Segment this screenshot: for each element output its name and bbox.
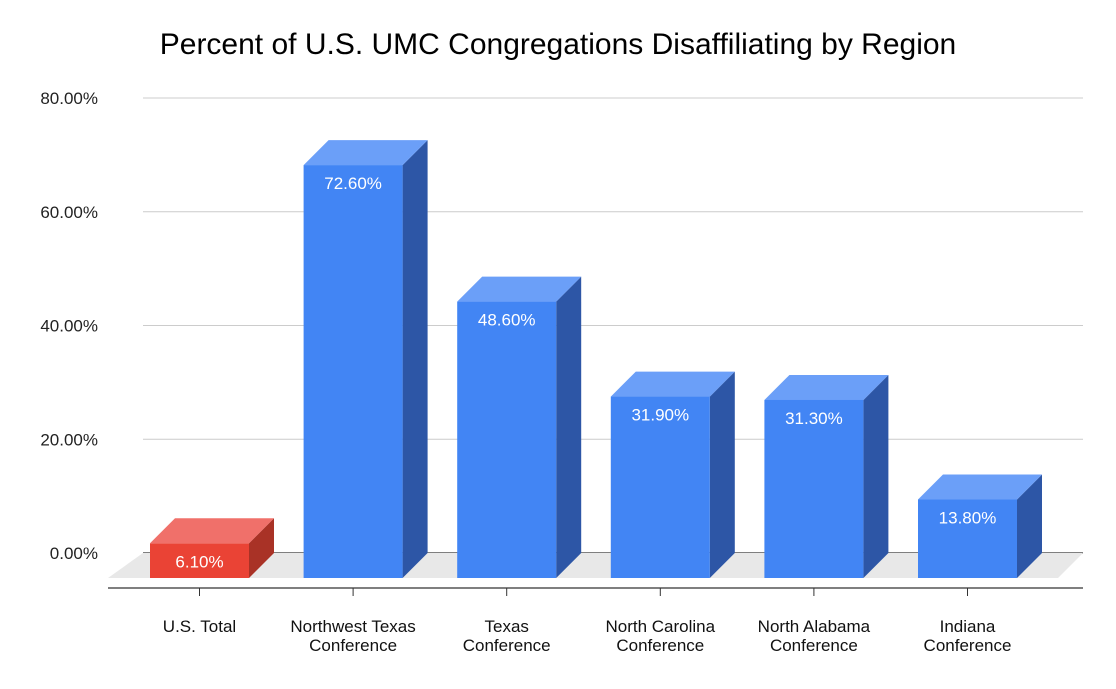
bar-side	[709, 371, 735, 578]
data-labels: 6.10% 72.60% 48.60% 31.90% 31.30% 13.80%	[175, 174, 996, 571]
x-tick-label: Conference	[309, 636, 397, 655]
bar-top	[610, 371, 735, 397]
x-tick-label: Conference	[770, 636, 858, 655]
x-tick-label: Texas	[484, 617, 528, 636]
data-label: 48.60%	[478, 311, 536, 330]
bar	[150, 543, 249, 578]
bar-side	[1017, 474, 1042, 578]
bar	[457, 301, 557, 578]
y-axis-ticks: 0.00% 20.00% 40.00% 60.00% 80.00%	[40, 89, 98, 563]
x-tick-label: Conference	[463, 636, 551, 655]
x-tick-label: North Alabama	[758, 617, 871, 636]
y-tick-label: 40.00%	[40, 317, 98, 336]
bar-top	[150, 518, 274, 544]
bar-top	[764, 374, 889, 400]
bar-side	[863, 374, 889, 578]
y-tick-label: 80.00%	[40, 89, 98, 108]
bar	[303, 165, 403, 578]
data-label: 13.80%	[939, 509, 997, 528]
data-label: 72.60%	[324, 174, 382, 193]
y-tick-label: 0.00%	[50, 544, 98, 563]
data-label: 31.30%	[785, 409, 843, 428]
x-tick-label: Conference	[924, 636, 1012, 655]
chart-title: Percent of U.S. UMC Congregations Disaff…	[159, 28, 957, 61]
bars	[150, 140, 1042, 578]
bar-side	[402, 140, 428, 578]
y-tick-label: 60.00%	[40, 203, 98, 222]
x-axis: U.S. Total Northwest TexasConferenceTexas…	[108, 587, 1083, 655]
bar	[918, 499, 1017, 578]
y-tick-label: 20.00%	[40, 430, 98, 449]
bar	[764, 399, 864, 578]
x-tick-label: Northwest Texas	[290, 617, 415, 636]
x-tick-label: U.S. Total	[163, 617, 236, 636]
bar-side	[249, 518, 274, 578]
x-tick-label: Indiana	[940, 617, 996, 636]
bar-side	[556, 276, 582, 578]
x-tick-label: North Carolina	[605, 617, 715, 636]
bar-top	[918, 474, 1042, 500]
bar	[610, 396, 710, 578]
data-label: 31.90%	[631, 406, 689, 425]
data-label: 6.10%	[175, 552, 223, 571]
bar-top	[303, 140, 428, 166]
x-tick-label: Conference	[616, 636, 704, 655]
bar-top	[457, 276, 582, 302]
